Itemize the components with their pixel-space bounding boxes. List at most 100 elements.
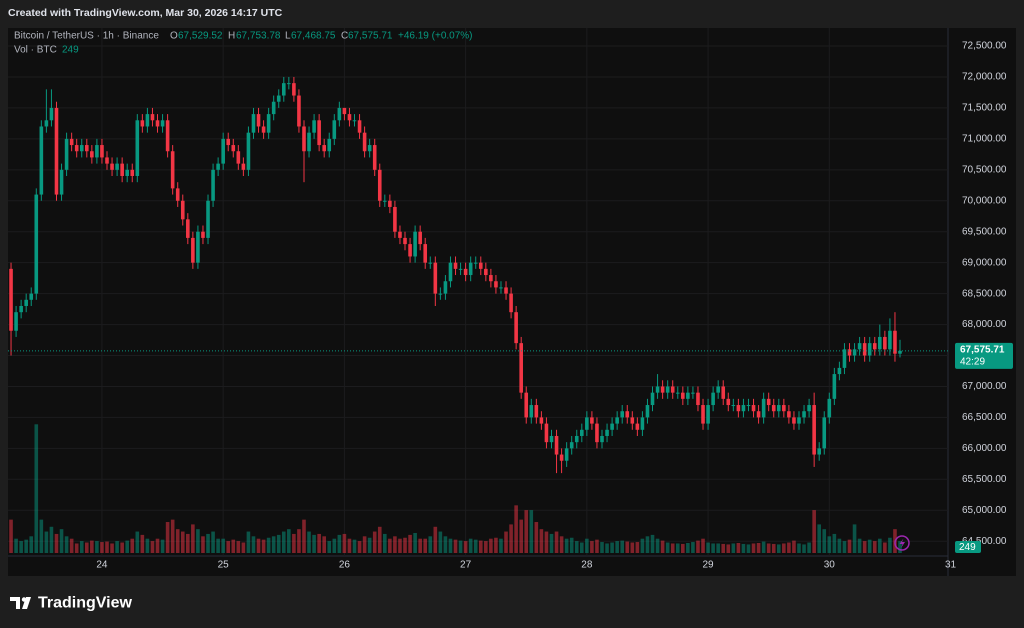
candle-body <box>792 417 796 424</box>
x-tick-label: 30 <box>824 560 836 571</box>
volume-bar <box>292 533 296 553</box>
volume-bar <box>691 542 695 553</box>
volume-bar <box>307 531 311 553</box>
volume-bar <box>625 541 630 553</box>
candle-body <box>665 386 670 393</box>
volume-bar <box>499 538 503 553</box>
volume-bar <box>766 543 771 553</box>
candle-body <box>721 386 726 399</box>
candle-body <box>514 312 518 344</box>
candle-body <box>216 163 220 170</box>
candle-body <box>635 423 640 430</box>
volume-bar <box>883 542 887 553</box>
volume-bar <box>610 542 614 553</box>
y-tick-label: 69,500.00 <box>962 226 1007 237</box>
volume-bar <box>332 538 337 553</box>
x-tick-label: 24 <box>96 560 108 571</box>
candle-body <box>670 386 675 393</box>
volume-bar <box>630 542 635 553</box>
volume-bar <box>201 536 205 553</box>
candle-body <box>827 398 832 418</box>
legend-value: 67,468.75 <box>291 31 336 42</box>
volume-bar <box>448 538 453 553</box>
volume-bar <box>19 541 23 553</box>
candle-body <box>428 262 433 264</box>
volume-bar <box>175 529 180 553</box>
candle-body <box>221 138 225 164</box>
candle-body <box>756 411 761 418</box>
x-tick-label: 28 <box>581 560 593 571</box>
candle-body <box>281 83 286 96</box>
candle-body <box>741 405 746 412</box>
volume-bar <box>635 542 640 553</box>
candle-body <box>883 336 887 350</box>
candle-body <box>231 145 236 152</box>
candle-body <box>307 132 311 152</box>
candle-body <box>287 83 291 85</box>
volume-bar <box>170 519 175 553</box>
last-price-label: 67,575.71 <box>960 344 1005 355</box>
volume-bar <box>100 542 104 553</box>
volume-bar <box>261 539 266 553</box>
candle-body <box>640 417 645 430</box>
alert-circle[interactable] <box>894 535 910 551</box>
candle-body <box>590 417 594 424</box>
legend-value: 67,529.52 <box>178 31 223 42</box>
candle-body <box>448 262 453 282</box>
legend-letter: H <box>228 31 235 42</box>
volume-bar <box>352 539 357 553</box>
candle-body <box>812 405 816 455</box>
candle-body <box>615 417 619 424</box>
volume-bar <box>110 543 114 553</box>
volume-value: 249 <box>62 45 79 56</box>
volume-bar <box>276 534 281 553</box>
volume-label: 249 <box>959 542 976 553</box>
candle-body <box>696 392 700 406</box>
volume-bar <box>90 540 94 553</box>
candle-body <box>34 194 39 294</box>
candle-body <box>478 262 483 269</box>
alert-icon[interactable] <box>894 535 910 551</box>
volume-bar <box>69 538 74 553</box>
candle-body <box>383 200 387 202</box>
volume-bar <box>782 543 786 553</box>
candle-body <box>701 405 705 424</box>
candle-body <box>867 343 872 356</box>
candle-body <box>44 120 49 127</box>
volume-bar <box>150 541 155 553</box>
candle-body <box>292 83 296 96</box>
candle-body <box>574 435 579 443</box>
volume-bar <box>145 538 150 553</box>
alert-bolt[interactable] <box>899 538 906 549</box>
volume-bar <box>327 541 332 553</box>
volume-bar <box>271 536 276 553</box>
volume-bar <box>569 537 574 553</box>
volume-bar <box>554 531 559 553</box>
x-tick-label: 25 <box>218 560 230 571</box>
volume-bar <box>590 541 594 553</box>
volume-bar <box>802 544 806 553</box>
volume-bar <box>453 539 458 553</box>
volume-bar <box>484 541 488 553</box>
volume-bar <box>822 529 827 553</box>
y-tick-label: 66,000.00 <box>962 443 1007 454</box>
candle-body <box>69 138 74 146</box>
volume-bar <box>206 533 210 553</box>
candle-body <box>342 107 347 115</box>
candle-body <box>155 120 160 127</box>
candle-body <box>605 429 609 436</box>
volume-bar <box>140 534 145 553</box>
candle-body <box>393 206 397 232</box>
candle-body <box>84 145 89 152</box>
candle-body <box>878 336 882 350</box>
candle-body <box>322 145 326 152</box>
y-tick-label: 67,000.00 <box>962 381 1007 392</box>
candle-body <box>600 435 604 443</box>
candle-body <box>377 169 382 201</box>
candle-body <box>79 145 84 152</box>
candle-body <box>554 435 559 455</box>
volume-bar <box>241 542 246 553</box>
volume-bar <box>433 526 438 553</box>
volume-bar <box>443 536 448 553</box>
volume-bar <box>605 543 609 553</box>
